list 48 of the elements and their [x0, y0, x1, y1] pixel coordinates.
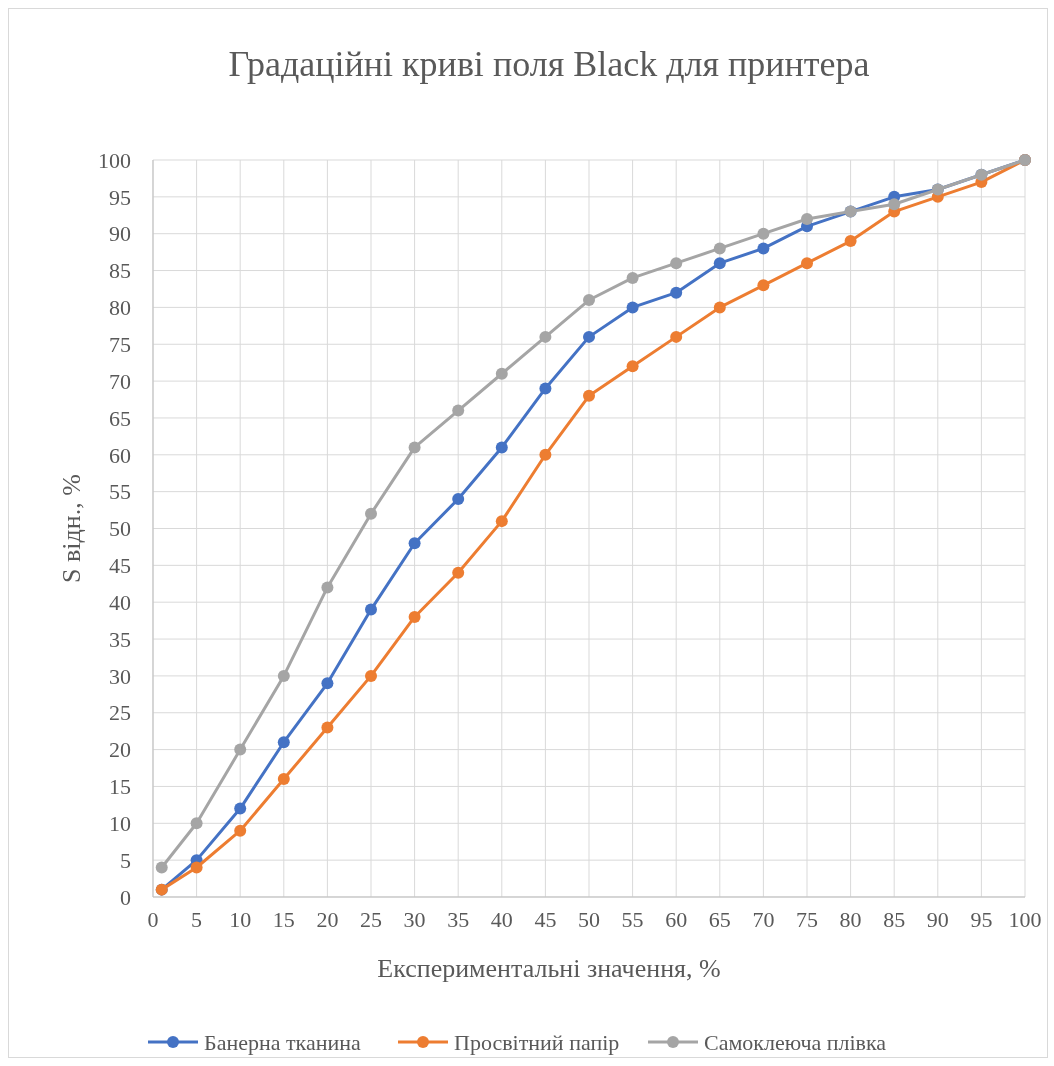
y-tick-label: 20: [109, 737, 131, 763]
y-tick-label: 85: [109, 258, 131, 284]
x-tick-label: 65: [708, 907, 731, 932]
y-tick-label: 60: [109, 442, 131, 468]
y-tick-label: 25: [109, 700, 131, 726]
y-tick-label: 100: [98, 147, 131, 173]
y-tick-label: 40: [109, 589, 131, 615]
y-axis-title: S відн., %: [57, 474, 86, 583]
x-tick-label: 95: [970, 907, 993, 932]
chart-title: Градаційні криві поля Black для принтера: [228, 44, 870, 84]
y-tick-label: 15: [109, 774, 131, 800]
x-tick-label: 90: [926, 907, 949, 932]
x-tick-label: 30: [403, 907, 426, 932]
x-tick-label: 25: [360, 907, 382, 932]
x-tick-label: 20: [316, 907, 339, 932]
y-tick-label: 5: [120, 847, 131, 873]
y-tick-label: 0: [120, 884, 131, 910]
y-tick-label: 90: [109, 221, 131, 247]
x-tick-label: 70: [752, 907, 775, 932]
x-tick-label: 75: [796, 907, 818, 932]
legend-label: Самоклеюча плівка: [704, 1029, 887, 1055]
x-tick-label: 85: [883, 907, 906, 932]
x-tick-label: 5: [191, 907, 203, 932]
x-tick-label: 10: [229, 907, 252, 932]
y-tick-label: 30: [109, 663, 131, 689]
y-tick-label: 70: [109, 368, 131, 394]
y-tick-label: 75: [109, 331, 131, 357]
y-tick-label: 65: [109, 405, 131, 431]
y-tick-label: 35: [109, 626, 131, 652]
x-axis-title: Експериментальні значення, %: [377, 954, 721, 983]
x-tick-label: 35: [447, 907, 470, 932]
x-tick-label: 40: [490, 907, 513, 932]
y-tick-label: 50: [109, 516, 131, 542]
x-tick-label: 45: [534, 907, 557, 932]
x-tick-label: 0: [147, 907, 159, 932]
x-tick-label: 15: [272, 907, 295, 932]
x-tick-label: 100: [1008, 907, 1042, 932]
x-tick-label: 50: [578, 907, 600, 932]
x-tick-label: 60: [665, 907, 688, 932]
y-tick-label: 10: [109, 811, 131, 836]
y-tick-label: 80: [109, 295, 131, 321]
legend-label: Банерна тканина: [204, 1029, 362, 1055]
x-tick-label: 80: [839, 907, 862, 932]
y-tick-label: 95: [109, 184, 131, 210]
y-tick-label: 45: [109, 553, 131, 579]
y-tick-label: 55: [109, 479, 131, 505]
legend-label: Просвітний папір: [454, 1029, 620, 1055]
x-tick-label: 55: [621, 907, 644, 932]
